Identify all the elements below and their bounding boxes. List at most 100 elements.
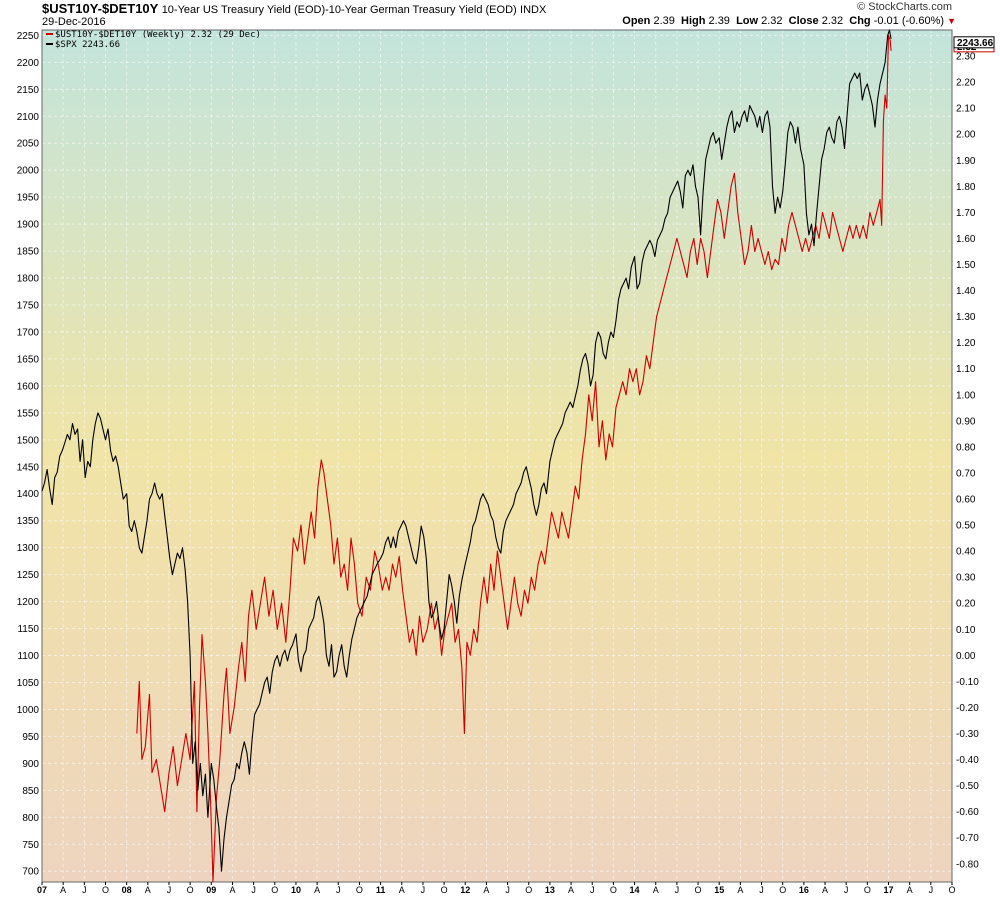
open-label: Open: [622, 15, 651, 27]
x-axis-tick-label: A: [737, 885, 743, 895]
left-axis-tick-label: 1700: [17, 327, 40, 338]
x-axis-tick-label: A: [653, 885, 659, 895]
x-axis-tick-label: J: [167, 885, 172, 895]
right-axis-tick-label: 1.10: [956, 364, 976, 375]
left-axis-tick-label: 1550: [17, 408, 40, 419]
x-axis-tick-label: O: [864, 885, 871, 895]
right-axis-tick-label: 0.90: [956, 416, 976, 427]
left-axis-tick-label: 950: [22, 732, 39, 743]
right-axis-tick-label: 2.10: [956, 104, 976, 115]
brand-label: © StockCharts.com: [857, 1, 952, 13]
chart-title: $UST10Y-$DET10Y 10-Year US Treasury Yiel…: [42, 1, 546, 16]
chart-date: 29-Dec-2016: [42, 16, 106, 28]
x-axis-tick-label: O: [187, 885, 194, 895]
x-axis-tick-label: J: [421, 885, 426, 895]
open-value: 2.39: [653, 15, 675, 27]
left-axis-tick-label: 900: [22, 759, 39, 770]
last-value-box: [953, 36, 995, 49]
legend: $UST10Y-$DET10Y (Weekly) 2.32 (29 Dec)$S…: [46, 30, 261, 50]
left-axis-tick-label: 1050: [17, 678, 40, 689]
right-axis-tick-label: -0.80: [956, 859, 979, 870]
close-label: Close: [788, 15, 819, 27]
left-axis-tick-label: 1350: [17, 516, 40, 527]
right-axis-tick-label: 1.20: [956, 338, 976, 349]
x-axis-tick-label: A: [907, 885, 913, 895]
x-axis-tick-label: J: [336, 885, 341, 895]
left-axis-tick-label: 1850: [17, 247, 40, 258]
left-axis-tick-label: 1750: [17, 301, 40, 312]
left-axis-tick-label: 2250: [17, 31, 40, 42]
high-label: High: [681, 15, 706, 27]
series-line-spx: [41, 29, 892, 872]
x-axis-tick-label: A: [568, 885, 574, 895]
x-axis-tick-label: 16: [799, 885, 809, 895]
right-axis-tick-label: 1.40: [956, 286, 976, 297]
right-axis-tick-label: 1.50: [956, 260, 976, 271]
left-axis-tick-label: 2150: [17, 85, 40, 96]
left-axis-tick-label: 1500: [17, 435, 40, 446]
right-axis-tick-label: 1.70: [956, 208, 976, 219]
x-axis-tick-label: J: [82, 885, 87, 895]
x-axis-tick-label: O: [779, 885, 786, 895]
left-axis-tick-label: 1600: [17, 381, 40, 392]
right-axis-tick-label: -0.50: [956, 781, 979, 792]
series-line-spread: [136, 34, 892, 883]
x-axis-tick-label: 07: [37, 885, 47, 895]
x-axis-tick-label: 17: [884, 885, 894, 895]
right-axis-tick-label: 0.00: [956, 651, 976, 662]
x-axis-tick-label: J: [759, 885, 764, 895]
x-axis-tick-label: O: [695, 885, 702, 895]
left-axis-tick-label: 1100: [17, 651, 39, 662]
low-value: 2.32: [761, 15, 783, 27]
x-axis-tick-label: A: [822, 885, 828, 895]
left-axis-tick-label: 1250: [17, 570, 40, 581]
x-axis-tick-label: J: [929, 885, 934, 895]
ohlc-readout: Open 2.39 High 2.39 Low 2.32 Close 2.32 …: [622, 15, 956, 27]
left-axis-tick-label: 1300: [17, 543, 40, 554]
left-axis-tick-label: 1650: [17, 354, 40, 365]
left-axis-tick-label: 1900: [17, 220, 40, 231]
right-axis-tick-label: -0.40: [956, 755, 979, 766]
x-axis-tick-label: 08: [122, 885, 132, 895]
right-axis-tick-label: 2.00: [956, 130, 976, 141]
right-axis-tick-label: 2.20: [956, 78, 976, 89]
left-axis-tick-label: 700: [22, 867, 39, 878]
legend-entry: $UST10Y-$DET10Y (Weekly) 2.32 (29 Dec): [55, 30, 261, 40]
left-axis-tick-label: 1400: [17, 489, 40, 500]
right-axis-tick-label: 1.30: [956, 312, 976, 323]
x-axis-tick-label: O: [441, 885, 448, 895]
left-axis-tick-label: 2100: [17, 112, 40, 123]
left-axis-tick-label: 1800: [17, 274, 40, 285]
symbol-label: $UST10Y-$DET10Y: [42, 1, 159, 16]
right-axis-tick-label: 0.10: [956, 625, 976, 636]
x-axis-tick-label: 10: [291, 885, 301, 895]
right-axis-tick-label: 2.30: [956, 52, 976, 63]
left-axis-tick-label: 850: [22, 786, 39, 797]
x-axis-tick-label: O: [948, 885, 955, 895]
chg-label: Chg: [849, 15, 871, 27]
x-axis-tick-label: J: [251, 885, 256, 895]
plot-area: [42, 30, 952, 882]
right-axis-tick-label: -0.30: [956, 729, 979, 740]
legend-entry: $SPX 2243.66: [55, 40, 120, 50]
right-axis-tick-label: 0.70: [956, 468, 976, 479]
right-axis-tick-label: 1.80: [956, 182, 976, 193]
left-axis-tick-label: 1000: [17, 705, 40, 716]
close-value: 2.32: [821, 15, 844, 27]
right-axis-tick-label: -0.10: [956, 677, 979, 688]
x-axis-tick-label: O: [610, 885, 617, 895]
right-axis-tick-label: -0.20: [956, 703, 979, 714]
x-axis-tick-label: J: [505, 885, 510, 895]
low-label: Low: [736, 15, 759, 27]
x-axis-tick-label: 15: [714, 885, 724, 895]
left-axis-tick-label: 750: [22, 840, 39, 851]
right-axis-tick-label: 0.80: [956, 442, 976, 453]
chg-value: -0.01 (-0.60%): [873, 15, 945, 27]
x-axis-tick-label: 09: [206, 885, 216, 895]
x-axis-tick-label: J: [675, 885, 680, 895]
right-axis-tick-label: 0.60: [956, 494, 976, 505]
plot-frame: [41, 29, 953, 883]
x-axis-tick-label: A: [399, 885, 405, 895]
x-axis-tick-label: A: [229, 885, 235, 895]
